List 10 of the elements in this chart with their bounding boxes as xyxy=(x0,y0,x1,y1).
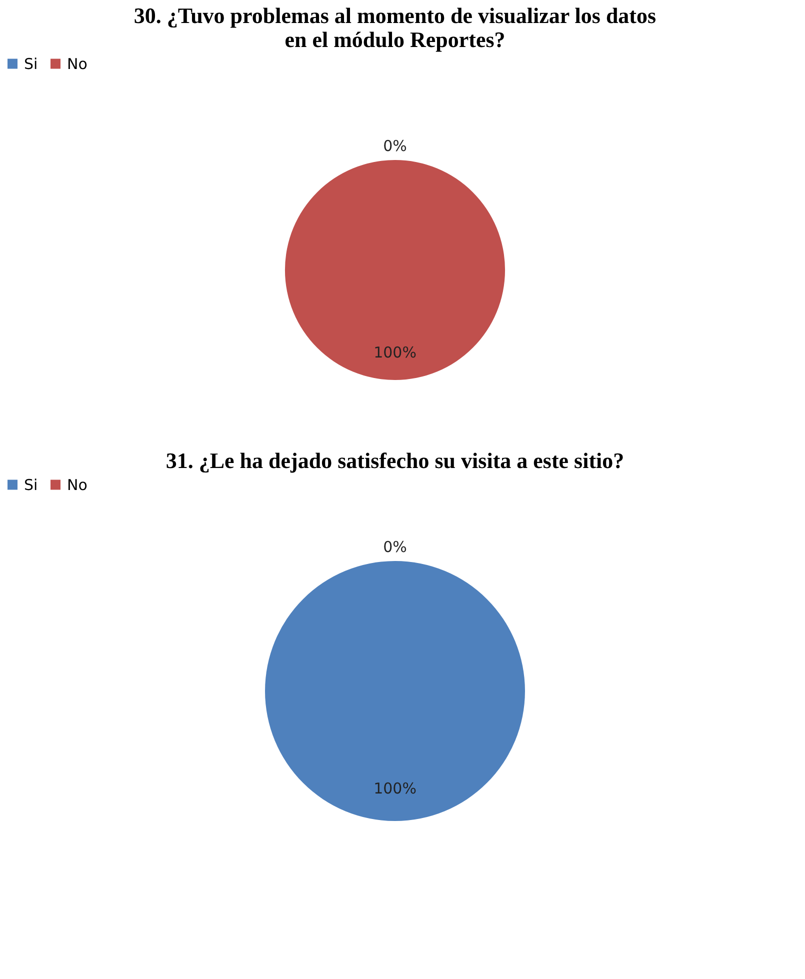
legend-label: Si xyxy=(24,476,38,494)
chart-title: 30. ¿Tuvo problemas al momento de visualizar los datos en el módulo Reportes? xyxy=(134,3,657,52)
legend-label: Si xyxy=(24,54,38,73)
text: 0% xyxy=(383,137,407,155)
legend-label: No xyxy=(67,476,88,494)
data-label: 100% xyxy=(374,344,416,362)
legend-label: No xyxy=(67,54,88,73)
text: 0% xyxy=(383,538,407,556)
chart-title: 31. ¿Le ha dejado satisfecho su visita a este sitio? xyxy=(166,448,624,473)
data-label: 100% xyxy=(374,780,416,798)
